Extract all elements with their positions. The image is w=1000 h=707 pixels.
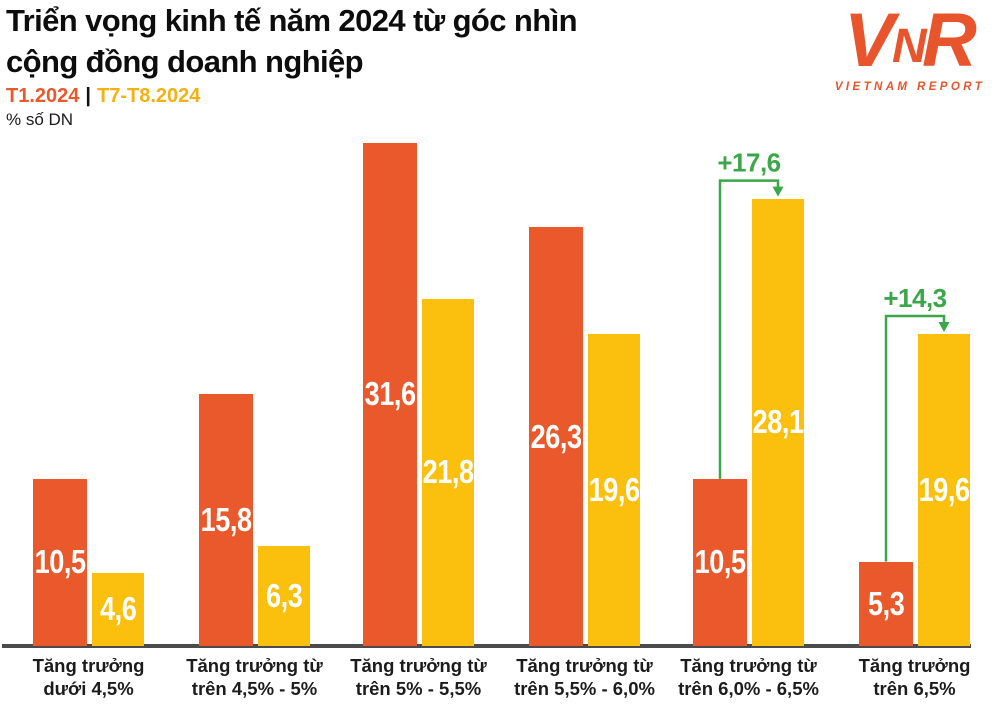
vnr-logo-wordmark: VIETNAM REPORT (834, 81, 986, 93)
bar-t7-t8-2024-cat5: 28,1 (752, 198, 804, 646)
bar-value-label: 19,6 (588, 470, 640, 508)
bar-t7-t8-2024-cat2: 6,3 (258, 545, 310, 646)
legend-separator: | (85, 85, 91, 107)
category-label-2: Tăng trưởng từ trên 4,5% - 5% (186, 655, 323, 699)
bar-value-label: 21,8 (422, 453, 474, 491)
bar-value-label: 5,3 (867, 584, 905, 622)
delta-value-label: +14,3 (883, 283, 946, 313)
bar-value-label: 10,5 (34, 543, 86, 581)
category-label-4: Tăng trưởng từ trên 5,5% - 6,0% (514, 655, 655, 699)
delta-value-label: +17,6 (717, 148, 780, 178)
bar-t1-2024-cat2: 15,8 (199, 394, 253, 646)
vnr-logo-icon: V N R (844, 0, 977, 83)
bar-t7-t8-2024-cat1: 4,6 (92, 572, 144, 646)
category-label-5: Tăng trưởng từ trên 6,0% - 6,5% (678, 655, 819, 699)
bar-value-label: 19,6 (918, 470, 970, 508)
bar-t1-2024-cat6: 5,3 (859, 561, 913, 646)
bar-t1-2024-cat3: 31,6 (363, 142, 417, 646)
bar-value-label: 4,6 (99, 590, 137, 628)
bar-value-label: 26,3 (530, 417, 582, 455)
delta-arrowhead-icon (772, 186, 784, 197)
bar-value-label: 10,5 (694, 543, 746, 581)
bar-t7-t8-2024-cat4: 19,6 (588, 333, 640, 646)
bar-value-label: 28,1 (752, 403, 804, 441)
svg-text:V N R: V N R (844, 4, 977, 76)
bar-t7-t8-2024-cat3: 21,8 (422, 298, 474, 646)
chart-title-line1: Triển vọng kinh tế năm 2024 từ góc nhìn (6, 3, 578, 38)
chart-title: Triển vọng kinh tế năm 2024 từ góc nhìn … (6, 0, 578, 82)
bar-value-label: 15,8 (200, 501, 252, 539)
bar-t1-2024-cat1: 10,5 (33, 478, 87, 646)
bar-t1-2024-cat5: 10,5 (693, 478, 747, 646)
legend-series2-label: T7-T8.2024 (97, 85, 201, 107)
legend-series1-label: T1.2024 (6, 85, 80, 107)
category-label-3: Tăng trưởng từ trên 5% - 5,5% (350, 655, 487, 699)
category-label-6: Tăng trưởng trên 6,5% (858, 655, 971, 699)
unit-label: % số DN (6, 110, 74, 129)
chart-title-line2: cộng đồng doanh nghiệp (6, 44, 364, 79)
vnr-logo: V N R VIETNAM REPORT (830, 0, 990, 93)
bar-t7-t8-2024-cat6: 19,6 (918, 333, 970, 646)
category-label-1: Tăng trưởng dưới 4,5% (32, 655, 145, 699)
bar-value-label: 6,3 (265, 576, 303, 614)
x-axis-line (2, 644, 971, 648)
bar-t1-2024-cat4: 26,3 (529, 227, 583, 646)
bar-value-label: 31,6 (364, 375, 416, 413)
delta-arrowhead-icon (938, 321, 950, 332)
legend: T1.2024 | T7-T8.2024 (6, 85, 200, 108)
